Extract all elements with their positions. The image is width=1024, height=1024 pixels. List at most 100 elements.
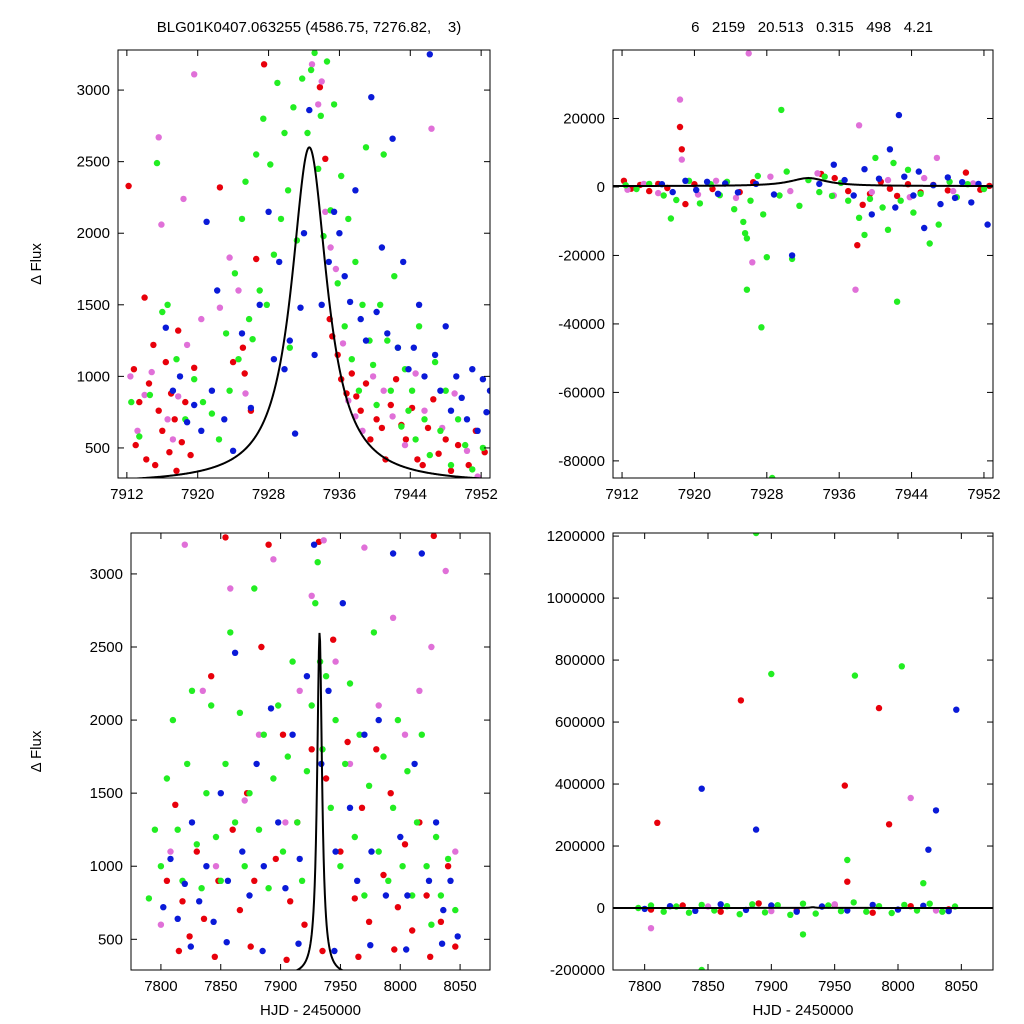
data-point-green [355, 387, 363, 394]
y-tick-label: -200000 [550, 962, 605, 979]
data-point-magenta [198, 315, 205, 323]
data-point-green [322, 673, 330, 680]
data-point-red [391, 946, 398, 953]
data-point-magenta [401, 731, 409, 738]
data-point-red [178, 439, 185, 446]
data-point-magenta [401, 441, 409, 449]
data-point-green [153, 159, 161, 167]
data-point-green [844, 856, 851, 864]
data-point-magenta [164, 416, 171, 423]
data-point-red [251, 877, 258, 884]
data-point-red [330, 636, 337, 643]
data-point-green [828, 192, 836, 200]
data-point-blue [886, 146, 894, 153]
data-point-green [444, 855, 452, 863]
data-point-magenta [155, 134, 162, 141]
data-point-red [869, 909, 876, 916]
data-point-blue [425, 877, 433, 884]
data-point-blue [160, 904, 167, 911]
x-axis-label: HJD - 2450000 [753, 1002, 854, 1019]
data-point-red [265, 541, 272, 548]
x-tick-label: 7936 [823, 486, 856, 503]
data-point-blue [341, 273, 348, 280]
data-point-magenta [655, 189, 662, 197]
data-point-blue [275, 819, 282, 826]
data-point-green [369, 361, 377, 369]
data-point-green [351, 833, 358, 841]
data-point-green [920, 880, 927, 887]
x-tick-label: 7950 [324, 978, 357, 995]
data-point-red [885, 821, 893, 828]
data-point-blue [331, 947, 338, 955]
data-point-green [380, 151, 387, 158]
data-point-blue [253, 760, 260, 768]
data-point-green [754, 172, 761, 180]
data-point-red [301, 921, 308, 928]
data-point-blue [300, 230, 308, 237]
y-tick-label: 3000 [77, 82, 110, 99]
data-point-red [401, 841, 409, 848]
data-point-red [258, 643, 265, 651]
data-point-magenta [191, 71, 198, 78]
data-point-green [431, 358, 439, 366]
y-tick-label: 500 [98, 931, 123, 948]
data-point-green [246, 790, 253, 797]
data-point-blue [984, 221, 991, 228]
data-point-green [776, 192, 783, 199]
data-point-green [263, 301, 270, 308]
data-point-red [427, 953, 434, 960]
data-point-blue [463, 416, 471, 423]
data-point-blue [260, 863, 267, 870]
data-point-blue [830, 161, 837, 168]
data-point-green [290, 104, 297, 111]
data-point-green [437, 427, 444, 434]
data-point-green [910, 209, 917, 216]
data-point-green [370, 629, 378, 636]
data-point-blue [286, 337, 293, 344]
data-point-red [279, 731, 287, 738]
data-point-green [260, 731, 267, 738]
data-point-green [377, 301, 384, 308]
data-point-green [274, 79, 281, 87]
x-tick-label: 7800 [144, 978, 177, 995]
data-point-blue [221, 416, 228, 423]
data-point-red [216, 184, 224, 191]
data-point-red [447, 467, 455, 474]
y-tick-label: 1000 [90, 858, 123, 875]
data-point-red [344, 738, 351, 746]
data-point-green [359, 301, 366, 308]
data-point-red [166, 449, 173, 456]
data-point-green [203, 790, 210, 797]
data-point-blue [438, 940, 446, 947]
data-point-blue [953, 706, 960, 713]
data-point-red [247, 943, 254, 950]
data-point-blue [217, 790, 224, 797]
data-point-green [159, 308, 166, 316]
data-point-blue [693, 186, 700, 194]
x-tick-label: 7952 [967, 486, 1000, 503]
data-point-blue [389, 135, 396, 142]
data-point-red [454, 441, 462, 449]
data-point-red [315, 538, 323, 545]
data-point-blue [332, 848, 339, 855]
data-point-green [888, 909, 895, 917]
data-point-blue [336, 230, 343, 237]
data-point-red [182, 398, 189, 406]
data-point-red [229, 358, 237, 366]
x-tick-label: 7928 [750, 486, 783, 503]
data-point-green [365, 782, 373, 789]
data-point-magenta [332, 658, 339, 665]
data-point-green [163, 775, 171, 782]
data-point-green [222, 330, 230, 337]
data-point-blue [188, 819, 196, 826]
data-point-blue [910, 192, 917, 199]
data-point-blue [384, 330, 391, 337]
data-point-red [886, 185, 894, 192]
data-point-green [337, 863, 344, 870]
y-tick-label: 500 [85, 440, 110, 457]
data-point-magenta [320, 537, 327, 544]
data-point-blue [850, 192, 857, 199]
panel-top-right: 7912 7920 7928 7936 7944 7952 -80000 -60000 -400… [558, 49, 1001, 503]
data-point-magenta [361, 544, 368, 551]
data-point-blue [861, 166, 868, 173]
